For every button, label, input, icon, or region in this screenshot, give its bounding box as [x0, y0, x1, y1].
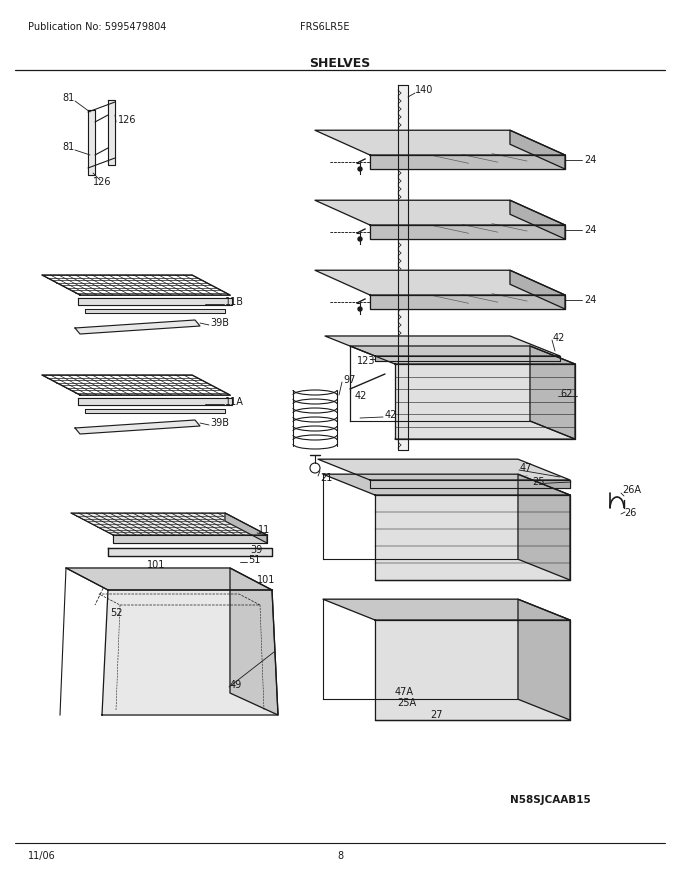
Polygon shape [530, 346, 575, 439]
Text: 11B: 11B [225, 297, 244, 307]
Polygon shape [518, 599, 570, 720]
Polygon shape [108, 100, 115, 165]
Polygon shape [395, 364, 575, 439]
Polygon shape [370, 295, 565, 309]
Text: 24: 24 [584, 155, 596, 165]
Polygon shape [510, 130, 565, 169]
Polygon shape [350, 346, 575, 364]
Text: 126: 126 [118, 115, 137, 125]
Polygon shape [323, 599, 570, 620]
Polygon shape [323, 474, 570, 495]
Text: 25A: 25A [397, 698, 416, 708]
Polygon shape [88, 110, 95, 175]
Text: 126: 126 [93, 177, 112, 187]
Polygon shape [510, 270, 565, 309]
Polygon shape [108, 548, 272, 556]
Polygon shape [370, 225, 565, 239]
Polygon shape [85, 409, 225, 413]
Text: 123: 123 [357, 356, 375, 366]
Polygon shape [375, 495, 570, 580]
Polygon shape [375, 356, 560, 361]
Text: 24: 24 [584, 295, 596, 305]
Circle shape [358, 307, 362, 311]
Polygon shape [225, 513, 267, 543]
Polygon shape [102, 590, 278, 715]
Text: 21: 21 [320, 473, 333, 483]
Polygon shape [113, 535, 267, 543]
Polygon shape [230, 568, 278, 715]
Text: 81: 81 [62, 93, 74, 103]
Text: FRS6LR5E: FRS6LR5E [300, 22, 350, 32]
Text: 11: 11 [258, 525, 270, 535]
Text: 39B: 39B [210, 418, 229, 428]
Text: 26A: 26A [622, 485, 641, 495]
Polygon shape [78, 298, 232, 305]
Polygon shape [398, 85, 408, 450]
Polygon shape [318, 459, 570, 480]
Text: 39: 39 [250, 545, 262, 555]
Polygon shape [315, 270, 565, 295]
Polygon shape [315, 201, 565, 225]
Text: 51: 51 [248, 555, 260, 565]
Text: 42: 42 [385, 410, 397, 420]
Text: 97: 97 [343, 375, 356, 385]
Polygon shape [375, 620, 570, 720]
Text: SHELVES: SHELVES [309, 56, 371, 70]
Polygon shape [85, 309, 225, 313]
Text: 26: 26 [624, 508, 636, 518]
Polygon shape [71, 513, 267, 535]
Circle shape [358, 167, 362, 171]
Text: 81: 81 [62, 142, 74, 152]
Polygon shape [75, 320, 200, 334]
Text: 8: 8 [337, 851, 343, 861]
Text: 11A: 11A [225, 397, 244, 407]
Text: 62: 62 [560, 389, 573, 399]
Text: 101: 101 [147, 560, 165, 570]
Text: 52: 52 [110, 608, 122, 618]
Polygon shape [510, 201, 565, 239]
Text: 49: 49 [230, 680, 242, 690]
Polygon shape [315, 130, 565, 155]
Circle shape [358, 237, 362, 241]
Text: 47A: 47A [395, 687, 414, 697]
Text: 101: 101 [257, 575, 275, 585]
Polygon shape [518, 474, 570, 580]
Text: 47: 47 [520, 463, 532, 473]
Polygon shape [370, 480, 570, 488]
Polygon shape [75, 420, 200, 434]
Text: 42: 42 [355, 391, 367, 401]
Text: 24: 24 [584, 225, 596, 235]
Text: 39B: 39B [210, 318, 229, 328]
Text: 140: 140 [415, 85, 433, 95]
Text: 11/06: 11/06 [28, 851, 56, 861]
Text: 42: 42 [553, 333, 565, 343]
Polygon shape [78, 398, 232, 405]
Polygon shape [66, 568, 272, 590]
Polygon shape [370, 155, 565, 169]
Text: Publication No: 5995479804: Publication No: 5995479804 [28, 22, 167, 32]
Text: N58SJCAAB15: N58SJCAAB15 [510, 795, 591, 805]
Text: 25: 25 [532, 477, 545, 487]
Text: 27: 27 [430, 710, 443, 720]
Polygon shape [325, 336, 560, 356]
